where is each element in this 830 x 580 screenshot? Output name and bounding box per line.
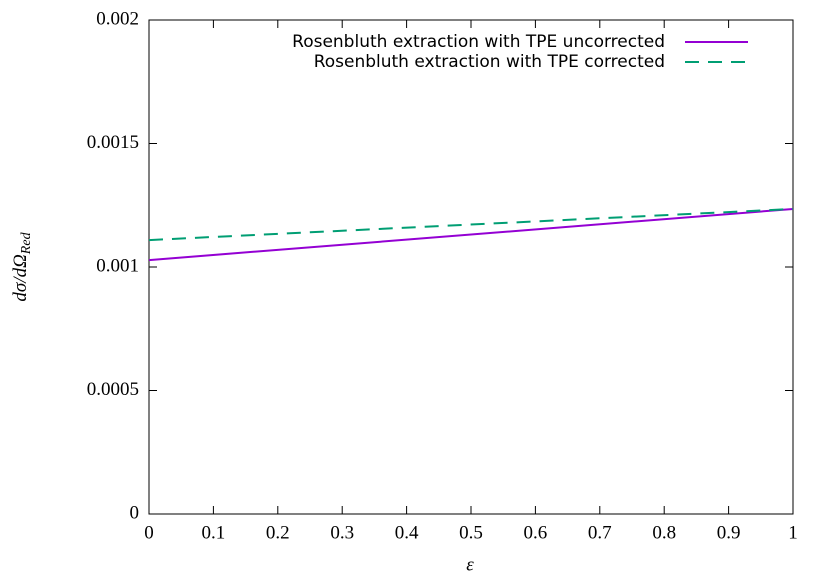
x-tick-label: 0.6	[524, 522, 548, 543]
x-tick-label: 0.2	[266, 522, 290, 543]
x-tick-label: 0.1	[202, 522, 226, 543]
y-axis-label-main: dσ/dΩ	[10, 254, 31, 302]
legend-label: Rosenbluth extraction with TPE corrected	[314, 52, 665, 72]
x-tick-label: 0.3	[330, 522, 354, 543]
y-tick-label: 0.002	[96, 8, 139, 29]
x-tick-label: 0.8	[652, 522, 676, 543]
legend-label: Rosenbluth extraction with TPE uncorrect…	[292, 32, 665, 52]
data-line	[148, 207, 794, 242]
y-tick-label: 0.0015	[87, 132, 139, 153]
y-tick-label: 0.0005	[87, 379, 139, 400]
x-tick-label: 0.9	[717, 522, 741, 543]
x-tick-label: 0.7	[588, 522, 612, 543]
x-tick-label: 0.4	[395, 522, 419, 543]
x-tick-label: 1	[788, 522, 798, 543]
data-line	[148, 207, 794, 262]
y-axis-label: dσ/dΩRed	[10, 231, 34, 301]
plot-frame	[148, 19, 794, 515]
y-tick-label: 0	[130, 502, 140, 523]
y-tick-label: 0.001	[96, 255, 139, 276]
x-tick-label: 0.5	[459, 522, 483, 543]
x-axis-label: ε	[466, 554, 474, 575]
x-tick-label: 0	[144, 522, 154, 543]
y-axis-label-sub: Red	[19, 231, 34, 255]
